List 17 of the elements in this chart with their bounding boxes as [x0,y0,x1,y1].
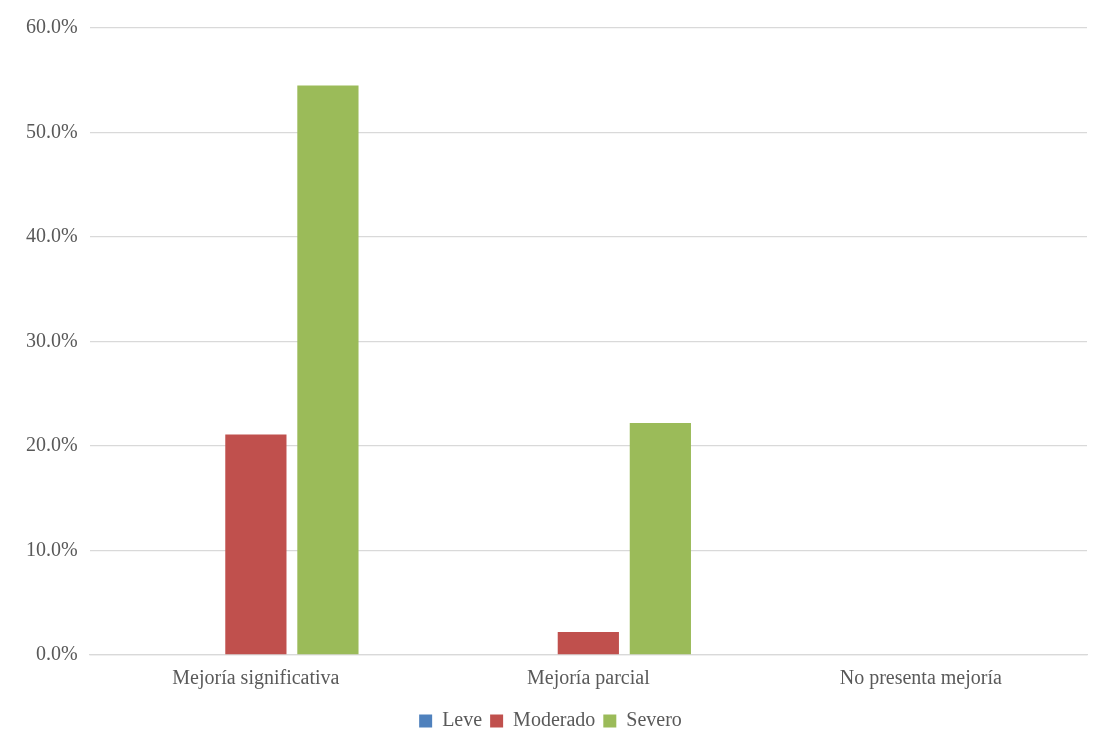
bar [557,632,619,655]
legend-label: Leve [442,708,483,731]
y-tick-label: 50.0% [25,119,78,142]
y-tick-label: 20.0% [25,433,78,456]
y-tick-label: 40.0% [25,224,78,247]
y-tick-label: 30.0% [25,328,78,351]
x-tick-label: Mejoría significativa [172,666,340,690]
y-tick-label: 0.0% [35,642,78,665]
legend-label: Severo [626,708,682,731]
x-tick-label: No presenta mejoría [839,666,1002,690]
legend-label: Moderado [513,708,596,731]
bar [225,434,287,655]
x-tick-label: Mejoría parcial [526,666,651,690]
bar [297,85,359,655]
bar [629,423,691,655]
y-tick-label: 10.0% [25,537,78,560]
y-tick-label: 60.0% [25,15,78,38]
